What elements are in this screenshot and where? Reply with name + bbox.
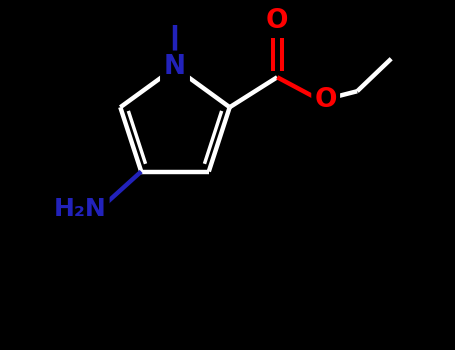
Text: O: O [314, 87, 337, 113]
Text: N: N [164, 55, 186, 80]
Text: H₂N: H₂N [54, 197, 106, 221]
Text: O: O [266, 8, 288, 34]
